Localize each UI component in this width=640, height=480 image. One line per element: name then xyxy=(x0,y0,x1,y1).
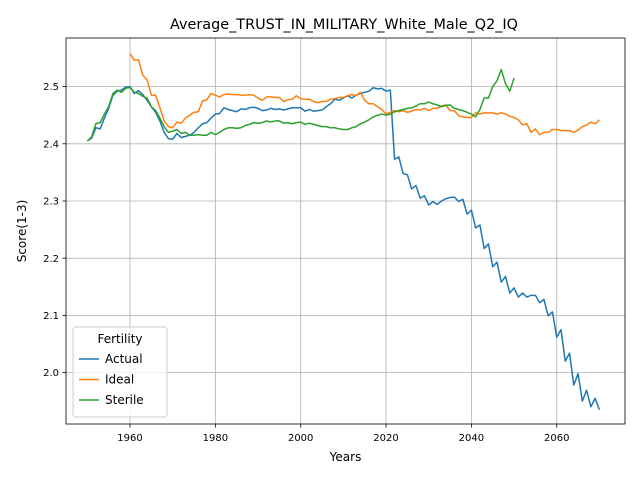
legend-label-actual: Actual xyxy=(105,352,143,366)
legend-label-ideal: Ideal xyxy=(105,373,134,387)
plot-area-frame xyxy=(65,37,626,425)
y-tick-label: 2.3 xyxy=(43,197,59,208)
y-tick-label: 2.1 xyxy=(43,311,59,322)
x-axis: 1960 1980 2000 2020 2040 2060 xyxy=(117,424,569,444)
chart-title: Average_TRUST_IN_MILITARY_White_Male_Q2_… xyxy=(170,17,518,33)
gridlines xyxy=(66,38,625,424)
y-axis-label: Score(1-3) xyxy=(15,200,29,263)
x-tick-label: 2040 xyxy=(459,433,484,444)
y-tick-label: 2.0 xyxy=(43,368,59,379)
series-lines xyxy=(86,53,601,410)
legend-title: Fertility xyxy=(97,332,142,346)
y-tick-label: 2.5 xyxy=(43,82,59,93)
y-axis: 2.0 2.1 2.2 2.3 2.4 2.5 xyxy=(43,82,66,379)
series-line-sterile xyxy=(86,68,515,142)
legend: Fertility Actual Ideal Sterile xyxy=(72,326,168,418)
x-tick-label: 1980 xyxy=(203,433,228,444)
series-line-ideal xyxy=(129,53,600,136)
x-tick-label: 2000 xyxy=(288,433,313,444)
x-tick-label: 1960 xyxy=(117,433,142,444)
x-axis-label: Years xyxy=(329,450,362,464)
x-tick-label: 2060 xyxy=(544,433,569,444)
legend-label-sterile: Sterile xyxy=(105,393,144,407)
legend-box xyxy=(72,326,168,418)
x-tick-label: 2020 xyxy=(373,433,398,444)
y-tick-label: 2.4 xyxy=(43,139,59,150)
y-tick-label: 2.2 xyxy=(43,254,59,265)
